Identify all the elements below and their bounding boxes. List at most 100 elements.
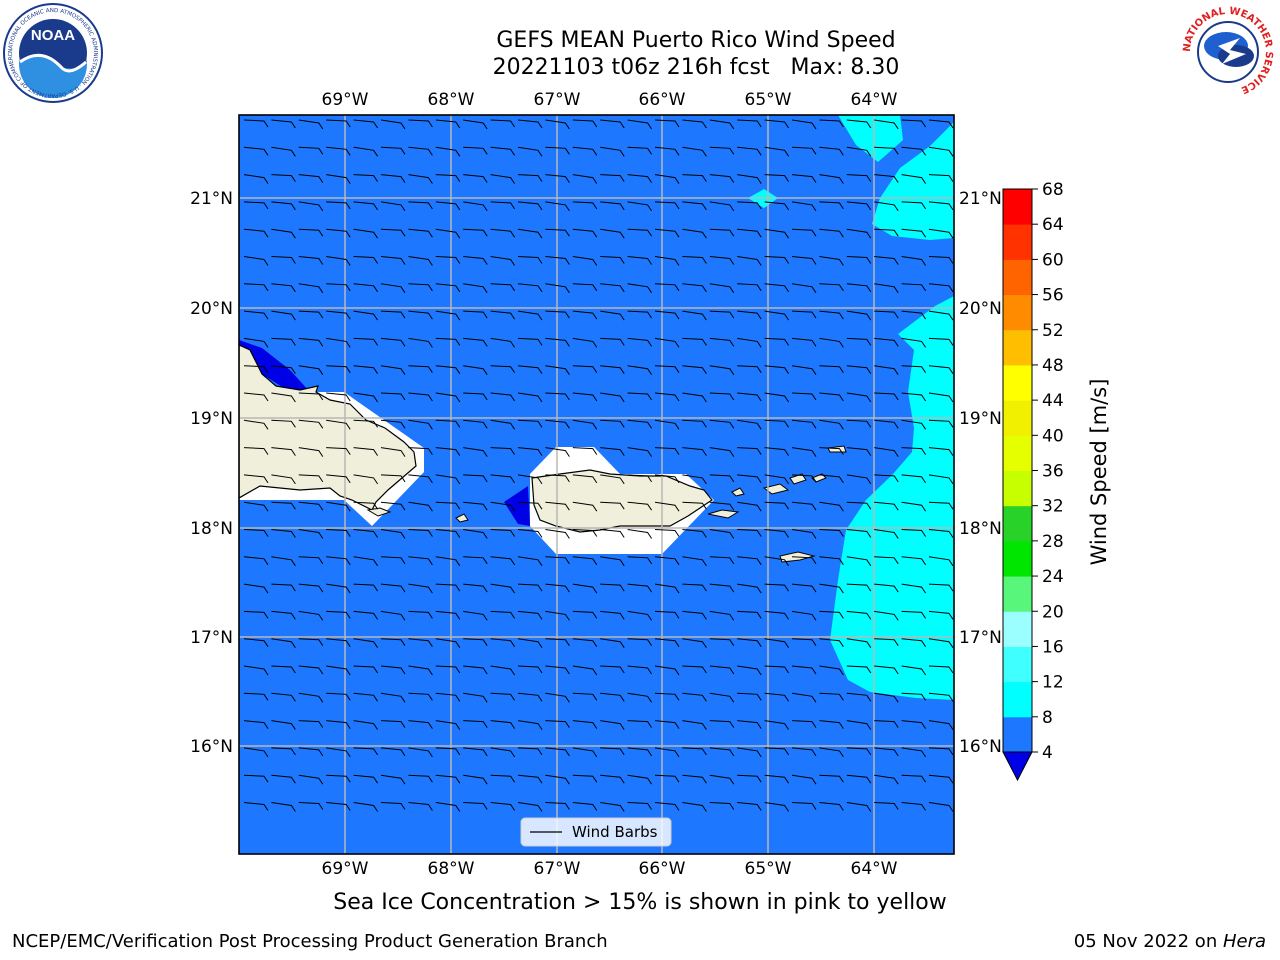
wind-barb (463, 310, 488, 319)
lat-label-left: 19°N (190, 409, 233, 429)
wind-barb (600, 228, 625, 239)
wind-barb (490, 665, 516, 676)
wind-barb (682, 365, 707, 374)
wind-barb (326, 583, 351, 594)
wind-barb (654, 447, 680, 455)
wind-barb (298, 774, 324, 785)
wind-barb (874, 228, 899, 237)
wind-barb (463, 501, 488, 511)
wind-barb (408, 610, 433, 619)
wind-barb (463, 720, 488, 728)
lat-label-right: 17°N (959, 628, 1002, 648)
wind-barb (791, 228, 817, 237)
wind-barb (490, 638, 516, 647)
wind-barb (243, 665, 269, 676)
wind-barb (737, 556, 762, 566)
wind-barb (326, 119, 351, 128)
wind-barb (928, 692, 954, 702)
wind-barb (901, 529, 927, 537)
wind-barb (271, 610, 296, 620)
wind-barb (709, 228, 735, 237)
wind-barb (737, 256, 762, 266)
wind-barb (463, 365, 488, 375)
wind-barb (737, 337, 762, 348)
wind-barb (243, 720, 269, 729)
wind-barb (572, 802, 598, 811)
wind-barb (572, 583, 598, 594)
wind-barb (517, 174, 543, 182)
wind-barb (819, 337, 844, 348)
wind-barb (545, 419, 570, 429)
wind-barb (709, 747, 735, 757)
wind-barb (600, 529, 625, 538)
lat-label-left: 21°N (190, 189, 233, 209)
wind-barb (490, 201, 516, 210)
wind-barb (435, 228, 461, 239)
wind-barb (600, 774, 625, 784)
wind-barb (901, 228, 927, 238)
wind-barb (819, 392, 844, 402)
wind-barb (627, 802, 653, 810)
wind-barb (600, 174, 625, 182)
wind-barb (928, 174, 954, 182)
wind-barb (791, 610, 817, 621)
colorbar (1002, 188, 1033, 782)
footer-date: 05 Nov 2022 on Hera (1074, 931, 1266, 952)
wind-barb (846, 501, 872, 510)
wind-barb (517, 665, 543, 674)
lon-label-top: 67°W (534, 90, 581, 110)
wind-barb (627, 201, 653, 212)
wind-barb (654, 802, 680, 811)
wind-barb (874, 201, 899, 212)
lon-label-bottom: 65°W (745, 859, 792, 879)
wind-barb (353, 119, 379, 129)
wind-barb (654, 774, 680, 783)
wind-barb (791, 447, 817, 457)
wind-barb (737, 747, 762, 758)
wind-barb (408, 310, 433, 320)
wind-barb (298, 201, 324, 212)
wind-barb (545, 501, 570, 511)
wind-barb (572, 774, 598, 783)
wind-barb (490, 692, 516, 701)
wind-barb (901, 583, 927, 594)
wind-barb (901, 310, 927, 320)
wind-barb (271, 720, 296, 730)
wind-barb (874, 119, 899, 130)
nws-logo: NATIONAL WEATHER SERVICE (1180, 4, 1276, 100)
wind-barb (243, 747, 269, 758)
wind-barb (737, 638, 762, 647)
wind-barb (682, 201, 707, 211)
wind-barb (928, 665, 954, 674)
wind-barb (737, 501, 762, 512)
wind-barb (791, 201, 817, 212)
lon-label-bottom: 67°W (534, 859, 581, 879)
colorbar-bin (1003, 716, 1032, 753)
lat-label-left: 16°N (190, 737, 233, 757)
wind-barb (298, 146, 324, 155)
lon-label-bottom: 64°W (851, 859, 898, 879)
wind-barb (380, 529, 406, 539)
wind-barb (682, 474, 707, 485)
wind-barb (874, 447, 899, 457)
wind-barb (901, 638, 927, 647)
wind-barb (928, 310, 954, 321)
wind-barb (271, 146, 296, 157)
wind-barb (545, 747, 570, 757)
wind-barb (243, 174, 269, 184)
wind-barb (627, 774, 653, 785)
wind-barb (243, 283, 269, 292)
wind-barb (353, 747, 379, 756)
wind-barb (326, 256, 351, 266)
land-saona (366, 507, 392, 517)
wind-barb (353, 310, 379, 321)
wind-barb (737, 802, 762, 811)
wind-barb (874, 556, 899, 565)
legend-label: Wind Barbs (572, 823, 658, 841)
wind-barb (545, 174, 570, 183)
wind-barb (353, 201, 379, 211)
wind-barb (271, 638, 296, 648)
wind-barb (380, 501, 406, 511)
wind-barb (572, 201, 598, 210)
wind-barb (435, 610, 461, 620)
